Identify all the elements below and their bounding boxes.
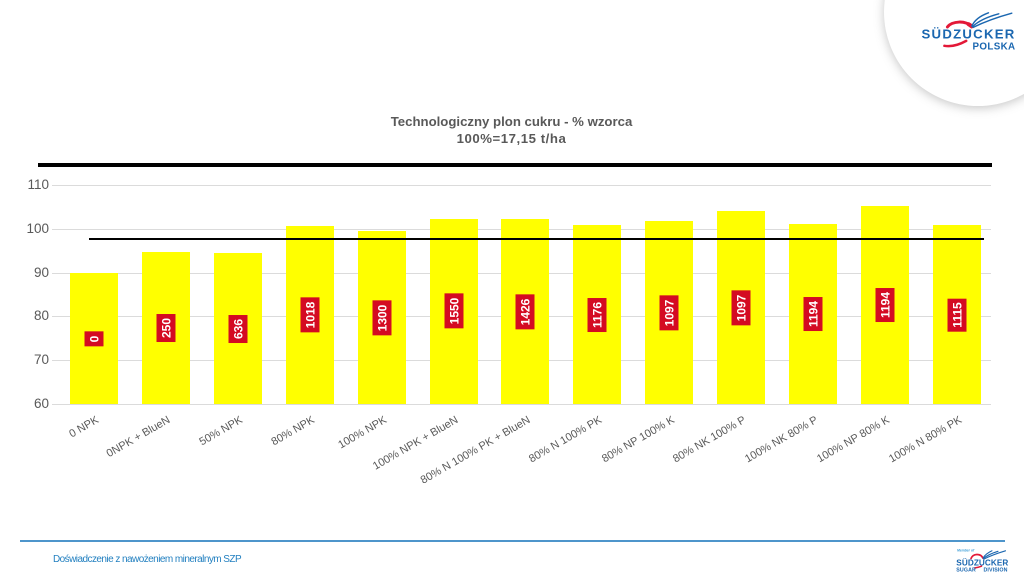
svg-text:POLSKA: POLSKA (973, 42, 1016, 53)
svg-text:SÜDZUCKER: SÜDZUCKER (956, 557, 1008, 567)
svg-text:Member of: Member of (957, 549, 975, 553)
svg-text:SÜDZUCKER: SÜDZUCKER (922, 27, 1016, 42)
svg-text:SUGAR: SUGAR (956, 568, 976, 574)
svg-text:DIVISION: DIVISION (984, 568, 1008, 574)
